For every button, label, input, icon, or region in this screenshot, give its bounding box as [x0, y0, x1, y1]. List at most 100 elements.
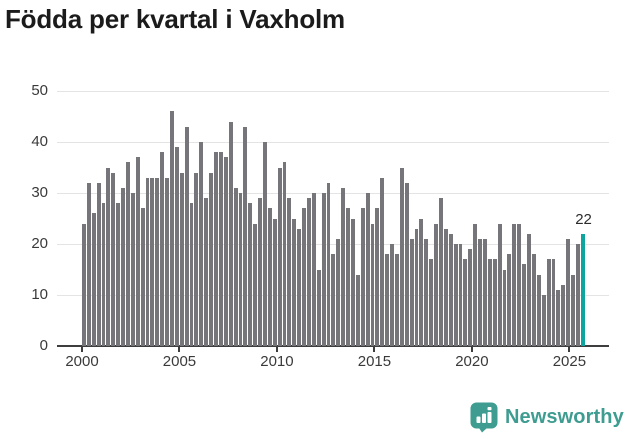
bar-2012-q4 — [331, 254, 336, 346]
bar-2013-q4 — [350, 218, 355, 346]
bar-2010-q2 — [282, 162, 287, 346]
bar-2016-q3 — [404, 182, 409, 346]
bar-2022-q1 — [512, 223, 517, 346]
bar-2007-q2 — [223, 157, 228, 346]
bar-2017-q1 — [414, 228, 419, 346]
brand-name: Newsworthy — [505, 405, 624, 428]
bar-2014-q3 — [365, 193, 370, 346]
bar-2006-q1 — [199, 142, 204, 346]
bar-2017-q2 — [419, 218, 424, 346]
bar-2012-q1 — [316, 269, 321, 346]
bar-2002-q4 — [135, 157, 140, 346]
bar-2010-q3 — [287, 198, 292, 346]
bar-2016-q4 — [409, 238, 414, 346]
gridline-50 — [57, 91, 609, 92]
bar-2003-q2 — [145, 177, 150, 346]
bar-2012-q3 — [326, 182, 331, 346]
y-axis-tick-label-0: 0 — [39, 337, 48, 354]
bar-2004-q2 — [165, 177, 170, 346]
bar-2001-q1 — [101, 203, 106, 346]
y-axis-tick-label-50: 50 — [31, 82, 48, 99]
bar-2005-q1 — [179, 172, 184, 346]
gridline-20 — [57, 244, 609, 245]
bar-2000-q2 — [86, 182, 91, 346]
x-axis-tick-2025 — [568, 347, 571, 352]
y-axis-tick-label-10: 10 — [31, 286, 48, 303]
bar-2019-q1 — [453, 244, 458, 346]
bar-2005-q3 — [189, 203, 194, 346]
bar-2022-q4 — [527, 233, 531, 346]
bar-2017-q4 — [429, 259, 434, 346]
bar-2014-q2 — [360, 208, 365, 346]
bar-2011-q1 — [297, 228, 302, 346]
bar-2000-q1 — [82, 223, 86, 346]
bar-2012-q2 — [321, 193, 326, 346]
gridline-30 — [57, 193, 609, 194]
bar-2013-q2 — [341, 187, 346, 346]
bar-2007-q3 — [228, 121, 233, 346]
bar-2020-q2 — [478, 238, 483, 346]
bar-2010-q1 — [277, 167, 282, 346]
bar-2020-q3 — [483, 238, 487, 346]
bar-2023-q1 — [531, 254, 536, 346]
bar-2013-q1 — [336, 238, 341, 346]
bar-2009-q4 — [272, 218, 277, 346]
y-axis-tick-label-30: 30 — [31, 184, 48, 201]
bar-2000-q4 — [96, 182, 101, 346]
x-axis-tick-label-2000: 2000 — [65, 353, 99, 370]
bar-2019-q4 — [468, 249, 473, 346]
x-axis-tick-label-2010: 2010 — [260, 353, 294, 370]
x-axis-tick-label-2005: 2005 — [162, 353, 197, 370]
bar-2003-q4 — [155, 177, 160, 346]
newsworthy-logo: Newsworthy — [470, 401, 624, 433]
x-axis-line — [57, 345, 609, 347]
bar-2015-q4 — [390, 244, 394, 346]
bar-2021-q3 — [502, 269, 507, 346]
bar-2005-q2 — [184, 126, 189, 346]
bar-2003-q1 — [140, 208, 145, 346]
newsworthy-bar-chart-badge-icon — [470, 402, 498, 432]
bar-2008-q1 — [238, 193, 243, 346]
bar-2021-q2 — [497, 223, 502, 346]
bar-2017-q3 — [424, 238, 429, 346]
bar-2004-q1 — [160, 152, 165, 346]
bar-2010-q4 — [292, 218, 297, 346]
bar-2025-q2 — [575, 244, 580, 346]
bar-2019-q2 — [458, 244, 463, 346]
bar-2024-q2 — [556, 289, 561, 346]
bar-2009-q3 — [267, 208, 272, 346]
last-bar-value-label: 22 — [575, 210, 592, 228]
bar-2014-q4 — [370, 223, 375, 346]
bar-2000-q3 — [91, 213, 96, 346]
x-axis-tick-2005 — [178, 347, 181, 352]
x-axis-tick-2020 — [470, 347, 473, 352]
bar-2019-q3 — [463, 259, 468, 346]
bar-2009-q2 — [262, 142, 267, 346]
bar-2024-q3 — [561, 284, 566, 346]
bar-2018-q3 — [443, 228, 448, 346]
bar-2009-q1 — [258, 198, 262, 346]
bar-2001-q2 — [106, 167, 111, 346]
bar-2015-q3 — [385, 254, 390, 346]
bar-2005-q4 — [194, 172, 199, 346]
bar-2007-q4 — [233, 187, 238, 346]
bar-2008-q4 — [253, 223, 258, 346]
y-axis-tick-label-40: 40 — [31, 133, 48, 150]
bar-2020-q1 — [473, 223, 478, 346]
bar-2018-q2 — [439, 198, 443, 346]
bar-2015-q2 — [380, 177, 385, 346]
x-axis-tick-label-2015: 2015 — [357, 353, 392, 370]
x-axis-tick-2010 — [275, 347, 278, 352]
bar-2016-q1 — [395, 254, 399, 346]
bar-2001-q4 — [116, 203, 121, 346]
bar-2018-q4 — [448, 233, 453, 346]
bar-2002-q2 — [126, 162, 130, 346]
bar-2002-q1 — [121, 187, 126, 346]
bar-2021-q1 — [492, 259, 497, 346]
bar-2021-q4 — [507, 254, 512, 346]
bar-2011-q3 — [306, 198, 311, 346]
bar-2003-q3 — [150, 177, 155, 346]
bar-2011-q4 — [311, 193, 316, 346]
x-axis-tick-label-2025: 2025 — [552, 353, 587, 370]
bar-2023-q3 — [541, 295, 546, 346]
